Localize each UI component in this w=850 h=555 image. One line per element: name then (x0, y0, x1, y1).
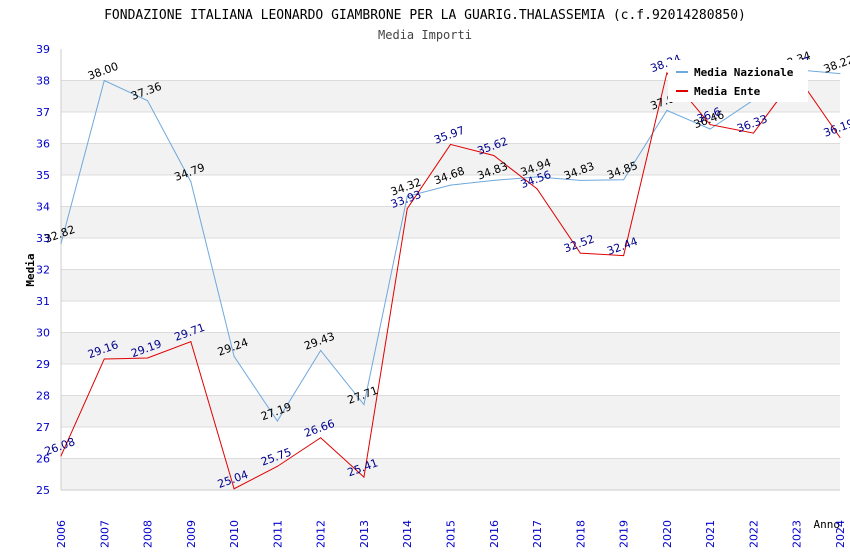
y-tick-label: 25 (36, 484, 50, 497)
x-tick-label: 2024 (834, 520, 847, 548)
y-axis-title: Media (24, 253, 37, 286)
data-point (623, 255, 625, 257)
x-tick-label: 2020 (661, 520, 674, 548)
x-tick-label: 2012 (315, 520, 328, 548)
grid-band (61, 206, 840, 238)
x-tick-label: 2023 (791, 520, 804, 548)
data-point (276, 465, 278, 467)
y-tick-label: 28 (36, 390, 50, 403)
data-point (276, 420, 278, 422)
y-tick-label: 35 (36, 169, 50, 182)
legend-label: Media Ente (694, 85, 761, 98)
data-point (579, 252, 581, 254)
legend: Media Nazionale Media Ente (668, 60, 808, 102)
data-point (190, 181, 192, 183)
y-tick-label: 38 (36, 75, 50, 88)
data-point (320, 349, 322, 351)
data-point (666, 109, 668, 111)
x-tick-label: 2022 (747, 520, 760, 548)
grid-band (61, 238, 840, 270)
grid-band (61, 269, 840, 301)
data-point (536, 188, 538, 190)
data-point (450, 184, 451, 186)
y-tick-label: 32 (36, 264, 50, 277)
chart-subtitle: Media Importi (378, 28, 472, 42)
y-tick-label: 30 (36, 327, 50, 340)
grid-band (61, 395, 840, 427)
x-tick-label: 2006 (55, 520, 68, 548)
y-tick-label: 31 (36, 295, 50, 308)
grid-band (61, 301, 840, 333)
x-tick-label: 2010 (228, 520, 241, 548)
data-point (579, 179, 581, 181)
data-point (493, 154, 495, 156)
x-tick-label: 2009 (185, 520, 198, 548)
x-axis-title: Anno (814, 518, 841, 531)
grid-band (61, 332, 840, 364)
y-tick-label: 34 (36, 201, 50, 214)
data-point (493, 179, 495, 181)
data-point (623, 179, 625, 181)
y-tick-label: 37 (36, 106, 50, 119)
data-point (190, 341, 192, 343)
grid-band (61, 458, 840, 490)
x-tick-label: 2021 (704, 520, 717, 548)
data-point (363, 476, 365, 478)
grid-band (61, 112, 840, 144)
y-tick-label: 39 (36, 43, 50, 56)
grid-band (61, 427, 840, 459)
data-point (60, 455, 62, 457)
y-tick-label: 26 (36, 453, 50, 466)
x-tick-label: 2016 (488, 520, 501, 548)
data-point (450, 143, 451, 145)
data-point (839, 73, 841, 75)
legend-box (668, 60, 808, 102)
grid-band (61, 364, 840, 396)
data-point (406, 208, 408, 210)
x-tick-label: 2011 (271, 520, 284, 548)
data-point (406, 195, 408, 197)
x-tick-label: 2014 (401, 520, 414, 548)
data-point (147, 100, 149, 102)
x-tick-label: 2007 (98, 520, 111, 548)
x-tick-label: 2013 (358, 520, 371, 548)
grid-band (61, 143, 840, 175)
y-tick-label: 33 (36, 232, 50, 245)
data-point (320, 437, 322, 439)
x-tick-label: 2019 (618, 520, 631, 548)
series-lines (60, 69, 841, 490)
data-point (839, 137, 841, 139)
x-tick-label: 2008 (142, 520, 155, 548)
data-point (147, 357, 149, 359)
grid-band (61, 175, 840, 207)
data-point (103, 80, 105, 81)
y-tick-label: 36 (36, 138, 50, 151)
data-point (666, 72, 668, 74)
data-point (233, 355, 235, 357)
data-point (709, 124, 711, 126)
data-point (709, 128, 711, 130)
y-tick-label: 29 (36, 358, 50, 371)
legend-label: Media Nazionale (694, 66, 794, 79)
data-point (103, 358, 105, 360)
data-point (752, 132, 754, 134)
y-tick-label: 27 (36, 421, 50, 434)
x-tick-label: 2015 (445, 520, 458, 548)
data-point (536, 176, 538, 178)
data-point (60, 243, 62, 245)
y-axis-ticks: 25 26 27 28 29 30 31 32 33 34 35 36 37 38 39 (36, 43, 50, 497)
x-tick-label: 2017 (531, 520, 544, 548)
data-point (233, 488, 235, 490)
data-point (363, 404, 365, 406)
x-axis-ticks: 2006 2007 2008 2009 2010 2011 2012 2013 2014 2015… (55, 520, 847, 548)
x-tick-label: 2018 (574, 520, 587, 548)
chart-title: FONDAZIONE ITALIANA LEONARDO GIAMBRONE P… (104, 8, 746, 23)
